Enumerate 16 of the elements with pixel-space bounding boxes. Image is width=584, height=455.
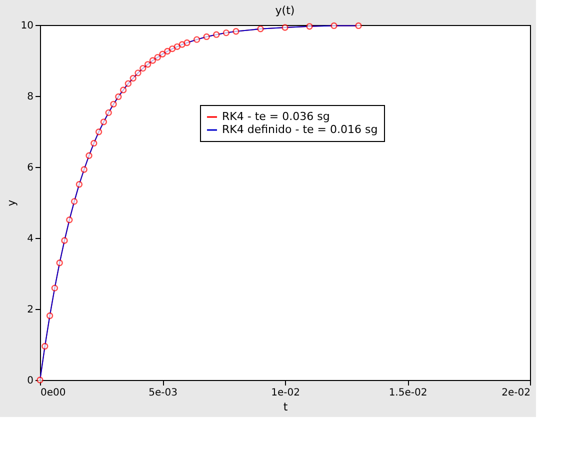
x-tick-label: 2e-02: [502, 388, 530, 398]
y-axis-title: y: [4, 199, 18, 206]
x-tick-label: 1e-02: [271, 388, 300, 398]
legend-label: RK4 definido - te = 0.016 sg: [222, 123, 378, 136]
y-tick-label: 6: [27, 162, 34, 174]
legend-label: RK4 - te = 0.036 sg: [222, 110, 330, 123]
x-tick-label: 1.5e-02: [388, 388, 428, 398]
y-tick-label: 0: [27, 376, 34, 386]
x-tick-label: 5e-03: [148, 388, 178, 398]
x-tick-label: 0e00: [40, 388, 66, 398]
y-tick-label: 2: [27, 304, 34, 316]
chart-title: y(t): [275, 4, 295, 17]
y-tick-label: 10: [20, 20, 34, 32]
x-axis-title: t: [283, 400, 288, 414]
y-tick-label: 8: [27, 92, 34, 102]
y-tick-label: 4: [27, 234, 34, 244]
